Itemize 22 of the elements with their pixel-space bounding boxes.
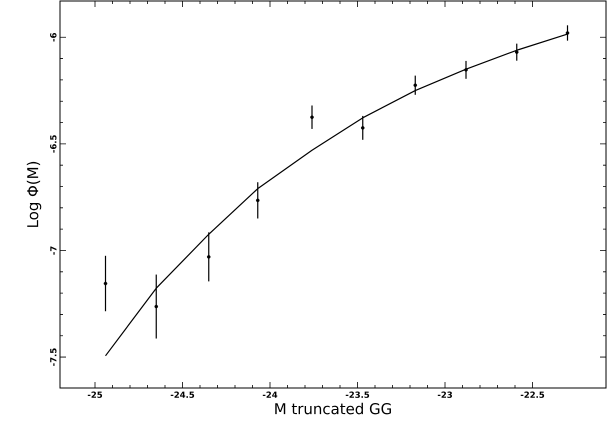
x-tick-label: -24.5 xyxy=(170,392,194,398)
x-tick-label: -24 xyxy=(262,392,278,398)
y-tick-label: -7 xyxy=(50,246,56,255)
point xyxy=(154,304,158,308)
y-tick-label: -6 xyxy=(50,32,56,42)
x-tick-label: -23 xyxy=(438,392,452,398)
point xyxy=(104,282,108,286)
point xyxy=(464,68,468,72)
point xyxy=(206,255,211,259)
point xyxy=(256,198,260,202)
y-tick-label: -7.5 xyxy=(50,348,56,366)
point xyxy=(413,83,418,88)
x-tick-label: -23.5 xyxy=(346,392,370,398)
point xyxy=(514,50,519,54)
x-tick-label: -22.5 xyxy=(520,392,544,398)
point xyxy=(360,126,365,130)
point xyxy=(566,31,570,35)
point xyxy=(310,115,314,120)
y-axis-title: Log Φ(M) xyxy=(26,162,42,227)
y-tick-label: -6.5 xyxy=(50,135,56,153)
x-axis-title: M truncated GG xyxy=(275,402,391,414)
x-tick-label: -25 xyxy=(88,392,102,398)
